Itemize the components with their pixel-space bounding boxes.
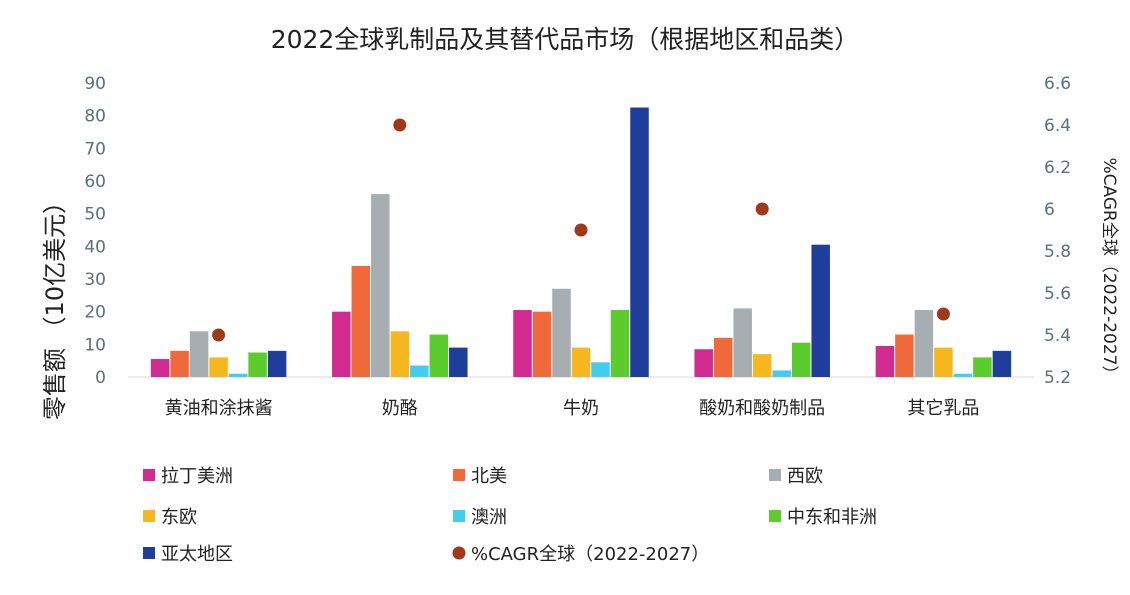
legend-label: 拉丁美洲 <box>161 466 233 487</box>
y-tick-label: 30 <box>84 270 106 290</box>
bar-2-5 <box>895 334 914 377</box>
y2-tick-label: 5.2 <box>1044 368 1071 388</box>
y-tick-label: 90 <box>84 74 106 94</box>
bar-3-2 <box>371 194 390 377</box>
x-axis-ticks: 黄油和涂抹酱 奶酪 牛奶 酸奶和酸奶制品 其它乳品 <box>165 398 980 419</box>
cagr-point-2 <box>393 118 407 132</box>
x-tick-label: 酸奶和酸奶制品 <box>699 398 825 419</box>
bars-group <box>150 107 1012 377</box>
y2-axis-label: %CAGR全球（2022-2027） <box>1099 157 1119 382</box>
y-tick-label: 0 <box>95 368 106 388</box>
x-tick-label: 其它乳品 <box>907 398 979 419</box>
bar-2-4 <box>713 337 733 377</box>
cagr-point-5 <box>936 307 950 321</box>
bar-3-4 <box>733 308 752 377</box>
cagr-dots-group <box>212 118 950 342</box>
bar-7-1 <box>267 350 287 377</box>
bar-7-5 <box>992 350 1012 377</box>
y2-tick-label: 5.6 <box>1044 284 1071 304</box>
cagr-point-1 <box>212 328 226 342</box>
y-axis-ticks: 0 10 20 30 40 50 60 70 80 90 <box>84 74 106 388</box>
bar-4-4 <box>752 354 772 377</box>
bar-7-2 <box>449 347 468 377</box>
y-tick-label: 50 <box>84 205 106 225</box>
legend-swatch-3 <box>769 469 781 481</box>
y-tick-label: 10 <box>84 335 106 355</box>
y-tick-label: 20 <box>84 303 106 323</box>
legend-swatch-6 <box>769 510 781 522</box>
bar-1-2 <box>332 311 351 377</box>
cagr-point-3 <box>574 223 588 237</box>
y-tick-label: 60 <box>84 172 106 192</box>
x-tick-label: 黄油和涂抹酱 <box>165 398 273 419</box>
y-tick-label: 80 <box>84 107 106 127</box>
bar-1-5 <box>875 345 895 377</box>
legend-swatch-2 <box>453 469 465 481</box>
y2-tick-label: 5.4 <box>1044 326 1071 346</box>
legend-label: 澳洲 <box>471 507 507 528</box>
bar-5-3 <box>591 362 610 377</box>
bar-3-3 <box>552 288 571 377</box>
y2-axis-ticks: 5.2 5.4 5.6 5.8 6 6.2 6.4 6.6 <box>1044 74 1071 388</box>
legend-label: 西欧 <box>787 466 823 487</box>
bar-6-3 <box>610 310 630 377</box>
y2-tick-label: 6 <box>1044 200 1055 220</box>
y2-tick-label: 5.8 <box>1044 242 1071 262</box>
legend-swatch-cagr <box>452 546 466 560</box>
bar-6-1 <box>248 352 267 377</box>
bar-5-2 <box>410 365 429 377</box>
legend-swatch-7 <box>143 547 155 559</box>
bar-1-1 <box>150 359 170 377</box>
y-tick-label: 40 <box>84 237 106 257</box>
legend-label: 中东和非洲 <box>787 507 877 528</box>
bar-4-5 <box>934 347 953 377</box>
x-tick-label: 奶酪 <box>382 398 418 419</box>
bar-4-3 <box>571 347 591 377</box>
bar-5-4 <box>772 370 791 377</box>
bar-5-5 <box>953 373 973 377</box>
bar-2-3 <box>532 311 552 377</box>
bar-7-3 <box>630 107 649 377</box>
legend-label: %CAGR全球（2022-2027） <box>471 544 709 565</box>
legend-label: 亚太地区 <box>161 544 233 565</box>
y2-tick-label: 6.2 <box>1044 158 1071 178</box>
y2-tick-label: 6.6 <box>1044 74 1071 94</box>
bar-4-2 <box>390 331 410 377</box>
bar-5-1 <box>228 373 248 377</box>
bar-4-1 <box>209 357 228 377</box>
legend-label: 北美 <box>471 466 507 487</box>
y-axis-label: 零售额 （10亿美元） <box>41 190 69 420</box>
bar-1-3 <box>513 310 532 377</box>
bar-3-5 <box>914 310 934 377</box>
chart-title: 2022全球乳制品及其替代品市场（根据地区和品类） <box>271 25 860 54</box>
y-tick-label: 70 <box>84 139 106 159</box>
bar-7-4 <box>811 244 830 377</box>
x-tick-label: 牛奶 <box>563 398 599 419</box>
bar-6-4 <box>791 342 811 377</box>
legend-label: 东欧 <box>161 507 197 528</box>
bar-6-2 <box>429 334 449 377</box>
y2-tick-label: 6.4 <box>1044 116 1071 136</box>
legend-swatch-5 <box>453 510 465 522</box>
bar-1-4 <box>694 349 713 377</box>
bar-2-1 <box>170 350 189 377</box>
bar-6-5 <box>973 357 992 377</box>
bar-2-2 <box>351 265 371 377</box>
bar-3-1 <box>189 331 209 377</box>
legend-swatch-1 <box>143 469 155 481</box>
legend-swatch-4 <box>143 510 155 522</box>
cagr-point-4 <box>755 202 769 216</box>
